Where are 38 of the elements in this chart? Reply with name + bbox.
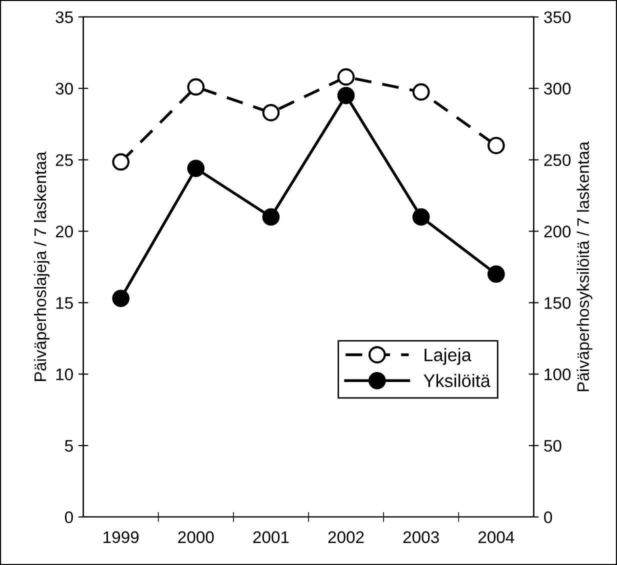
- point: [412, 208, 430, 226]
- y2-tick-label: 150: [544, 297, 571, 309]
- y-tick-label: 10: [56, 368, 73, 380]
- x-tick-label: 2002: [328, 531, 364, 544]
- y2-tick-label: 200: [544, 226, 571, 238]
- point: [412, 83, 430, 101]
- point: [487, 136, 505, 154]
- x-tick-label: 2004: [478, 531, 514, 544]
- y2-tick-label: 250: [544, 154, 571, 166]
- y2-axis-title: Päiväperhosyksilöitä / 7 laskentaa: [576, 141, 592, 392]
- x-tick-label: 1999: [104, 531, 139, 544]
- point: [187, 78, 205, 96]
- y-tick-label: 20: [56, 226, 73, 238]
- point: [262, 208, 280, 226]
- y2-tick-label: 100: [544, 368, 571, 380]
- x-tick-label: 2000: [178, 531, 214, 544]
- y-tick-label: 30: [56, 82, 73, 95]
- y-tick-label: 5: [64, 440, 73, 452]
- x-tick-label: 2003: [403, 531, 439, 544]
- point: [112, 153, 130, 171]
- point: [112, 290, 130, 308]
- x-tick-label: 2001: [253, 531, 289, 544]
- y-tick-label: 35: [56, 11, 73, 24]
- y2-tick-label: 0: [544, 511, 552, 524]
- y-tick-label: 0: [64, 511, 73, 524]
- legend-label: Lajeja: [424, 348, 472, 365]
- y-tick-label: 15: [56, 297, 73, 309]
- point: [337, 86, 355, 104]
- legend-label: Yksilöitä: [424, 374, 490, 388]
- point: [187, 160, 205, 178]
- y-axis-title: Päiväperhoslajeja / 7 laskentaa: [34, 152, 50, 381]
- y2-tick-label: 50: [544, 440, 562, 452]
- y2-tick-label: 300: [544, 82, 571, 95]
- y-tick-label: 25: [56, 154, 73, 166]
- y2-tick-label: 350: [544, 11, 571, 24]
- point: [487, 265, 505, 283]
- point: [262, 104, 280, 122]
- point: [337, 68, 355, 86]
